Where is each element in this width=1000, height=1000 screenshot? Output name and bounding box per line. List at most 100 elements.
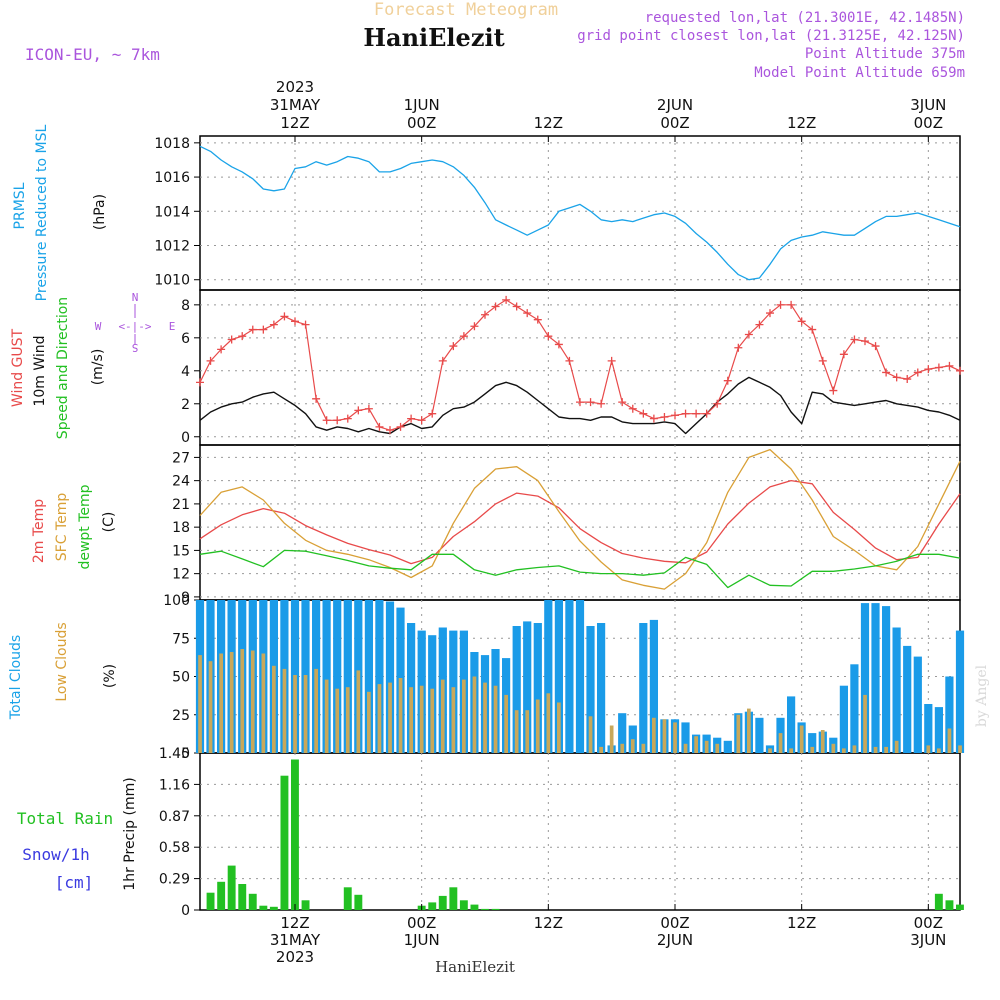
compass-n: N bbox=[132, 290, 139, 303]
cloud-total-bar bbox=[723, 740, 732, 753]
precip-bar bbox=[945, 900, 954, 910]
cloud-low-bar bbox=[219, 653, 223, 753]
cloud-low-bar bbox=[409, 687, 413, 753]
pressure-unit: (hPa) bbox=[92, 194, 108, 230]
gust-point bbox=[787, 300, 796, 309]
wind-ytick-label: 0 bbox=[181, 430, 190, 446]
top-time-label: 00Z bbox=[407, 114, 436, 132]
cloud-low-bar bbox=[462, 679, 466, 753]
cloud-total-bar bbox=[523, 621, 532, 753]
cloud-low-bar bbox=[440, 679, 445, 753]
wind-ytick-label: 6 bbox=[181, 331, 190, 347]
precip-bar bbox=[238, 884, 247, 910]
cloud-low-bar bbox=[926, 745, 931, 753]
gust-point bbox=[618, 398, 627, 407]
cloud-low-bar bbox=[430, 688, 435, 753]
gust-point bbox=[945, 361, 954, 370]
cloud-low-bar bbox=[863, 694, 867, 753]
precip-bar bbox=[280, 775, 289, 910]
cloud-total-bar bbox=[544, 600, 553, 753]
bottom-time-label: 00Z bbox=[407, 914, 436, 932]
wind-ytick-label: 8 bbox=[181, 298, 190, 314]
panels: 1010101210141016101802468912151821242702… bbox=[154, 135, 965, 919]
gust-point bbox=[227, 335, 236, 344]
cloud-low-bar bbox=[250, 650, 255, 753]
cloud-total-bar bbox=[575, 600, 585, 753]
precip-bar bbox=[269, 906, 278, 910]
gust-point bbox=[533, 315, 542, 324]
gust-point bbox=[554, 340, 563, 349]
gust-point bbox=[913, 368, 922, 377]
wind-ytick-label: 2 bbox=[181, 397, 190, 413]
top-time-label: 2JUN bbox=[657, 96, 693, 114]
cloud-low-bar bbox=[272, 665, 276, 753]
cloud-total-bar bbox=[787, 696, 796, 753]
cloud-low-bar bbox=[398, 678, 403, 753]
precip-bar bbox=[227, 865, 236, 910]
precipitation-ytick-label: 0.58 bbox=[159, 840, 190, 856]
cloud-total-bar bbox=[882, 606, 891, 753]
cloud-total-bar bbox=[934, 707, 943, 753]
compass-rose: N S W E <-|-> bbox=[95, 290, 176, 354]
cloud-total-bar bbox=[512, 626, 521, 753]
precip-bar bbox=[343, 887, 352, 910]
top-time-label: 00Z bbox=[660, 114, 689, 132]
precipitation-ytick-label: 0 bbox=[181, 903, 190, 919]
cloud-low-bar bbox=[261, 653, 266, 753]
gust-point bbox=[702, 409, 711, 418]
cloud-total-bar bbox=[618, 713, 627, 753]
cloud-low-bar bbox=[367, 691, 371, 753]
clouds-unit: (%) bbox=[102, 664, 118, 688]
cloud-low-bar bbox=[673, 722, 677, 753]
gust-point bbox=[924, 365, 933, 374]
gust-point bbox=[375, 422, 384, 431]
gust-point bbox=[196, 378, 204, 387]
top-time-label: 31MAY bbox=[270, 96, 321, 114]
cloud-total-bar bbox=[871, 603, 880, 753]
gust-point bbox=[766, 309, 774, 318]
cloud-low-bar bbox=[715, 743, 720, 753]
precip-bar bbox=[481, 908, 489, 910]
model-altitude: Model Point Altitude 659m bbox=[754, 65, 965, 81]
low-clouds-label: Low Clouds bbox=[54, 622, 70, 701]
gust-point bbox=[481, 310, 489, 319]
cloud-low-bar bbox=[652, 717, 656, 753]
gust-point bbox=[407, 414, 416, 423]
location-title: HaniElezit bbox=[363, 23, 504, 52]
cloud-low-bar bbox=[282, 668, 287, 753]
gust-point bbox=[565, 356, 574, 365]
pressure-label-2: Pressure Reduced to MSL bbox=[34, 124, 50, 301]
clouds-ytick-label: 75 bbox=[172, 631, 190, 647]
model-label: ICON-EU, ~ 7km bbox=[25, 45, 160, 64]
precip-bar bbox=[956, 904, 964, 910]
gust-point bbox=[671, 411, 679, 420]
gust-point bbox=[322, 416, 331, 425]
cloud-low-bar bbox=[588, 716, 593, 753]
cloud-low-bar bbox=[514, 710, 519, 753]
cloud-total-bar bbox=[649, 619, 658, 753]
cloud-low-bar bbox=[303, 675, 308, 753]
bottom-time-label: 2023 bbox=[276, 948, 314, 966]
clouds-ytick-label: 100 bbox=[163, 593, 190, 609]
gust-point bbox=[491, 302, 500, 311]
pressure-ytick-label: 1016 bbox=[154, 170, 190, 186]
temp-unit: (C) bbox=[101, 512, 117, 533]
panel-precipitation: 0 0.29 0.58 0.87 1.16 1.45 bbox=[159, 746, 961, 919]
point-altitude: Point Altitude 375m bbox=[805, 46, 965, 62]
cloud-low-bar bbox=[208, 661, 213, 753]
gust-point bbox=[386, 426, 394, 435]
top-time-label: 1JUN bbox=[404, 96, 440, 114]
cloud-total-bar bbox=[333, 600, 342, 753]
gust-point bbox=[449, 342, 458, 351]
cloud-low-bar bbox=[293, 675, 297, 753]
temp-line-sfc bbox=[199, 448, 961, 590]
pressure-label-1: PRMSL bbox=[12, 182, 28, 229]
gust-point bbox=[818, 356, 827, 365]
header: Forecast Meteogram HaniElezit ICON-EU, ~… bbox=[25, 0, 990, 976]
temperature-ytick-label: 21 bbox=[172, 497, 190, 513]
bottom-time-label: 00Z bbox=[660, 914, 689, 932]
rain-label: Total Rain bbox=[17, 809, 113, 828]
gust-label: Wind GUST bbox=[10, 328, 26, 407]
gust-point bbox=[882, 368, 891, 377]
sfc-label: SFC Temp bbox=[54, 493, 70, 562]
